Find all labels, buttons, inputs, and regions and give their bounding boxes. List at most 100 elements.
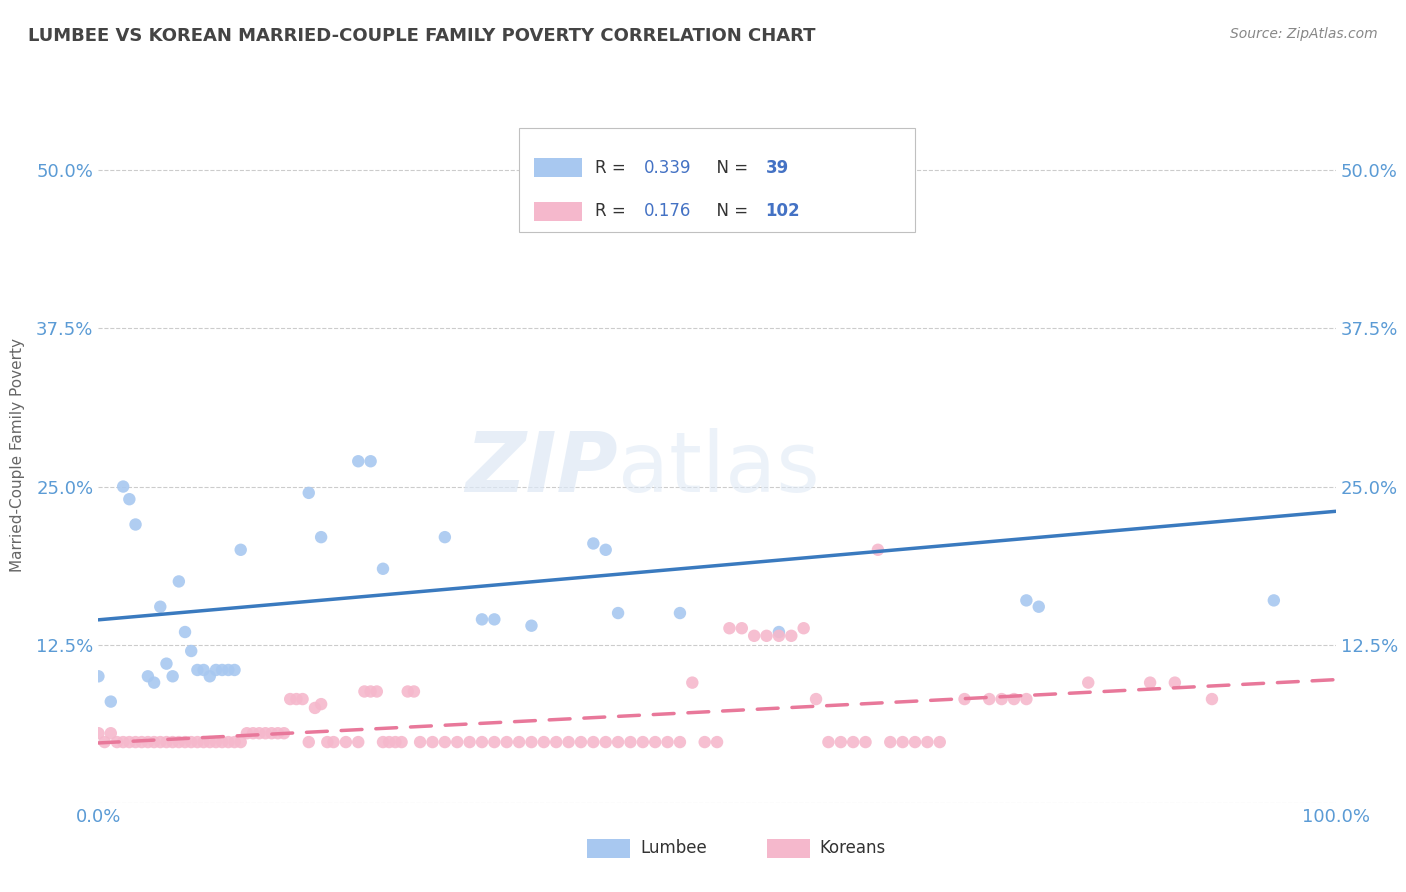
Point	[360, 684, 382, 698]
Point	[990, 692, 1012, 706]
Point	[855, 735, 877, 749]
Point	[291, 692, 314, 706]
Point	[793, 621, 815, 635]
Point	[471, 612, 494, 626]
Point	[1015, 692, 1038, 706]
Point	[247, 726, 270, 740]
Point	[1139, 675, 1161, 690]
Point	[298, 486, 321, 500]
Point	[211, 735, 233, 749]
FancyBboxPatch shape	[534, 158, 582, 178]
Point	[87, 669, 110, 683]
Point	[1164, 675, 1187, 690]
Point	[607, 735, 630, 749]
Point	[866, 542, 889, 557]
Text: 0.339: 0.339	[644, 159, 692, 177]
Point	[842, 735, 865, 749]
Point	[409, 735, 432, 749]
Point	[731, 621, 754, 635]
Point	[186, 735, 208, 749]
Point	[607, 606, 630, 620]
Point	[304, 701, 326, 715]
Point	[484, 735, 506, 749]
Point	[167, 574, 190, 589]
Point	[124, 517, 146, 532]
Point	[298, 735, 321, 749]
Point	[433, 530, 456, 544]
Point	[87, 726, 110, 740]
Point	[508, 735, 530, 749]
Point	[136, 669, 159, 683]
Point	[211, 663, 233, 677]
Text: 39: 39	[765, 159, 789, 177]
Point	[669, 735, 692, 749]
Point	[316, 735, 339, 749]
Point	[105, 735, 128, 749]
Point	[891, 735, 914, 749]
Text: Source: ZipAtlas.com: Source: ZipAtlas.com	[1230, 27, 1378, 41]
Point	[631, 735, 654, 749]
Point	[817, 735, 839, 749]
Point	[162, 735, 184, 749]
Point	[180, 735, 202, 749]
Point	[193, 735, 215, 749]
Point	[595, 542, 617, 557]
Point	[100, 695, 122, 709]
Point	[309, 697, 332, 711]
FancyBboxPatch shape	[534, 202, 582, 221]
Text: N =: N =	[706, 202, 754, 220]
Point	[217, 735, 239, 749]
Text: R =: R =	[595, 202, 631, 220]
Point	[569, 735, 592, 749]
Y-axis label: Married-Couple Family Poverty: Married-Couple Family Poverty	[10, 338, 25, 572]
Point	[260, 726, 283, 740]
Point	[1028, 599, 1050, 614]
FancyBboxPatch shape	[588, 839, 630, 858]
Point	[143, 735, 166, 749]
Point	[693, 735, 716, 749]
Point	[718, 621, 741, 635]
Point	[167, 735, 190, 749]
Point	[236, 726, 259, 740]
Point	[396, 684, 419, 698]
Point	[353, 684, 375, 698]
Point	[495, 735, 517, 749]
Text: R =: R =	[595, 159, 631, 177]
Point	[335, 735, 357, 749]
FancyBboxPatch shape	[766, 839, 810, 858]
Point	[879, 735, 901, 749]
Point	[112, 735, 135, 749]
Point	[205, 663, 228, 677]
Point	[347, 735, 370, 749]
Point	[174, 625, 197, 640]
Point	[755, 629, 778, 643]
Point	[557, 735, 579, 749]
Point	[112, 479, 135, 493]
Point	[366, 684, 388, 698]
Point	[267, 726, 290, 740]
Point	[1015, 593, 1038, 607]
Point	[198, 735, 221, 749]
Point	[384, 735, 406, 749]
Point	[391, 735, 413, 749]
Point	[371, 735, 394, 749]
Point	[804, 692, 827, 706]
Point	[124, 735, 146, 749]
Point	[520, 735, 543, 749]
Point	[322, 735, 344, 749]
Point	[533, 735, 555, 749]
Text: LUMBEE VS KOREAN MARRIED-COUPLE FAMILY POVERTY CORRELATION CHART: LUMBEE VS KOREAN MARRIED-COUPLE FAMILY P…	[28, 27, 815, 45]
Point	[273, 726, 295, 740]
Point	[619, 735, 641, 749]
Text: atlas: atlas	[619, 428, 820, 509]
Point	[1263, 593, 1285, 607]
Point	[217, 663, 239, 677]
Text: Lumbee: Lumbee	[640, 839, 707, 857]
Text: Koreans: Koreans	[820, 839, 886, 857]
Point	[471, 735, 494, 749]
Point	[193, 663, 215, 677]
Point	[1077, 675, 1099, 690]
Point	[422, 735, 444, 749]
Point	[644, 735, 666, 749]
Point	[174, 735, 197, 749]
